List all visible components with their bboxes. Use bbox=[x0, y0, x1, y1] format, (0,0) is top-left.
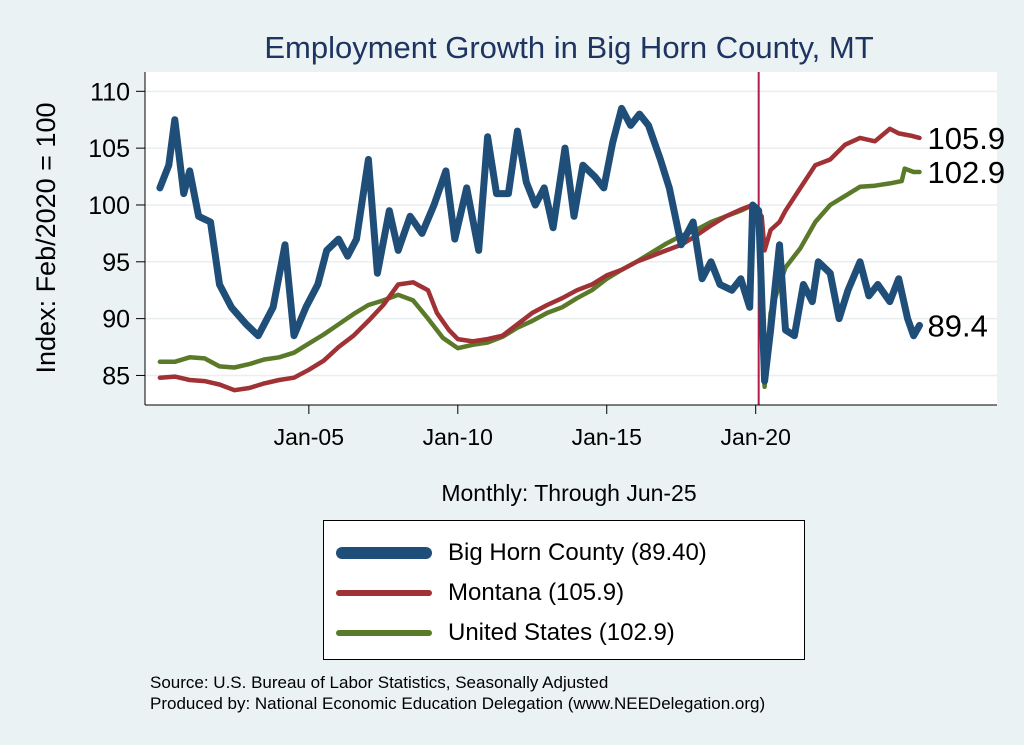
series-line-montana bbox=[157, 126, 922, 393]
legend-label-montana: Montana (105.9) bbox=[448, 579, 625, 606]
series-line-united-states bbox=[157, 166, 922, 390]
y-axis-ticks: 85 90 95 100 105 110 bbox=[88, 78, 145, 390]
y-tick-label-95: 95 bbox=[102, 249, 130, 277]
legend-item-united-states: United States (102.9) bbox=[336, 618, 675, 648]
y-axis-label: Index: Feb/2020 = 100 bbox=[31, 103, 61, 374]
y-tick-label-100: 100 bbox=[88, 192, 130, 220]
end-label-big-horn-county: 89.4 bbox=[928, 308, 988, 343]
x-tick-label-jan-05: Jan-05 bbox=[274, 424, 344, 450]
legend-swatch-montana bbox=[336, 590, 432, 596]
x-axis-label: Monthly: Through Jun-25 bbox=[441, 480, 696, 506]
legend: Big Horn County (89.40) Montana (105.9) … bbox=[323, 520, 805, 660]
source-line: Source: U.S. Bureau of Labor Statistics,… bbox=[150, 673, 609, 692]
y-tick-label-110: 110 bbox=[90, 78, 130, 106]
y-tick-label-85: 85 bbox=[102, 362, 130, 390]
x-axis-ticks: Jan-05 Jan-10 Jan-15 Jan-20 bbox=[274, 405, 791, 450]
end-label-montana: 105.9 bbox=[928, 121, 1006, 156]
series-group bbox=[156, 104, 923, 393]
series-line-big-horn-county bbox=[156, 104, 923, 385]
legend-item-big-horn: Big Horn County (89.40) bbox=[336, 538, 707, 568]
x-tick-label-jan-20: Jan-20 bbox=[721, 424, 791, 450]
legend-swatch-big-horn bbox=[336, 547, 432, 559]
legend-label-big-horn: Big Horn County (89.40) bbox=[448, 539, 707, 566]
legend-item-montana: Montana (105.9) bbox=[336, 578, 624, 608]
source-note: Source: U.S. Bureau of Labor Statistics,… bbox=[150, 672, 765, 714]
end-label-united-states: 102.9 bbox=[928, 155, 1006, 190]
legend-label-united-states: United States (102.9) bbox=[448, 619, 675, 646]
legend-swatch-united-states bbox=[336, 630, 432, 636]
y-tick-label-105: 105 bbox=[88, 135, 130, 163]
producer-line: Produced by: National Economic Education… bbox=[150, 694, 766, 713]
x-tick-label-jan-15: Jan-15 bbox=[572, 424, 642, 450]
y-tick-label-90: 90 bbox=[102, 306, 130, 334]
x-tick-label-jan-10: Jan-10 bbox=[423, 424, 493, 450]
chart-title: Employment Growth in Big Horn County, MT bbox=[264, 30, 873, 65]
plot-area bbox=[145, 72, 997, 405]
